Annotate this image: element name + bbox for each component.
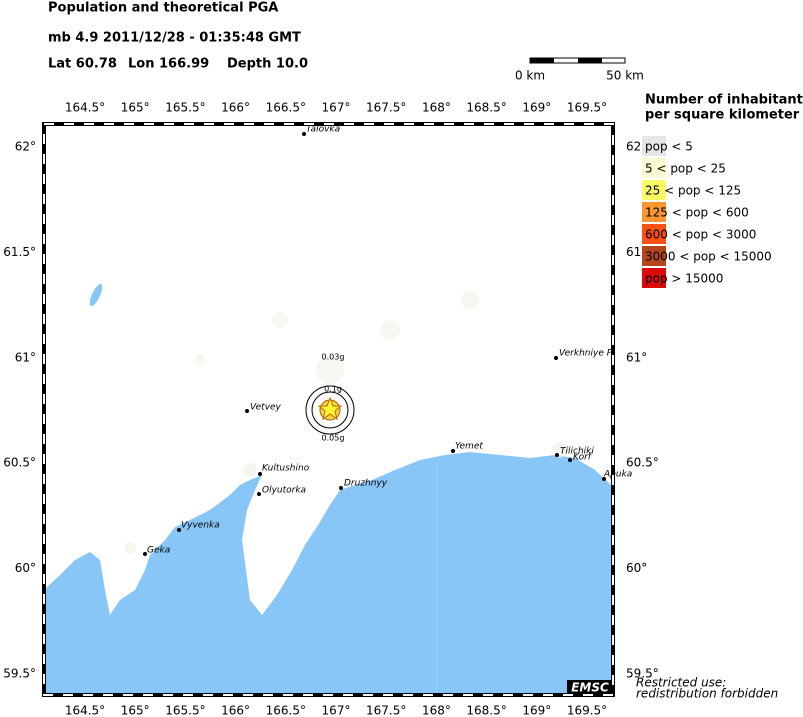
lat-label: 60.5° — [3, 456, 36, 470]
lon-label: 164.5° — [65, 101, 105, 115]
title: Population and theoretical PGA — [48, 1, 278, 16]
map-area: 0.03g 0.1g 0.05g Talovka Vetvey Kultushi… — [42, 122, 632, 697]
legend-label: pop > 15000 — [645, 272, 723, 286]
lat-label: 62° — [15, 140, 36, 154]
logo: EMSC — [571, 681, 609, 695]
lon-label: 166° — [221, 704, 250, 717]
pga-label: 0.05g — [322, 434, 345, 443]
notice: redistribution forbidden — [636, 687, 778, 701]
lon-label: 167° — [322, 101, 351, 115]
axes: 164.5° 164.5° 165° 165° 165.5° 165.5° 166° 166°… — [3, 101, 658, 717]
pga-contours — [305, 385, 355, 435]
scale-bar: 0 km 50 km — [515, 57, 644, 83]
cities — [143, 132, 606, 556]
lat-label: 62° — [626, 140, 647, 154]
city-label: Vetvey — [250, 403, 282, 413]
lon-label: 166.5° — [266, 101, 306, 115]
lon-label: 165° — [121, 704, 150, 717]
pga-label: 0.1g — [324, 385, 342, 394]
populated-specks — [124, 291, 568, 554]
lon-label: 169° — [522, 704, 551, 717]
event-info: mb 4.9 2011/12/28 - 01:35:48 GMT — [48, 31, 301, 46]
logo-box — [567, 680, 612, 694]
lat-label: 61° — [626, 350, 647, 364]
lon-label: 168.5° — [466, 704, 506, 717]
lon-label: 164.5° — [65, 704, 105, 717]
scale-end: 50 km — [606, 69, 644, 83]
legend-label: 3000 < pop < 15000 — [645, 250, 772, 264]
lat-label: 61.5° — [3, 245, 36, 259]
lat-label: 61° — [15, 350, 36, 364]
legend-title: Number of inhabitants — [645, 93, 803, 108]
lat-label: 60° — [15, 561, 36, 575]
lat: Lat 60.78 — [48, 57, 117, 72]
legend-swatch — [642, 180, 666, 200]
legend-swatch — [642, 158, 666, 178]
pga-label: 0.03g — [322, 353, 345, 362]
city-label: Kultushino — [262, 464, 310, 474]
legend-swatch — [642, 136, 666, 156]
city-label: Yemet — [455, 442, 483, 452]
legend-label: 125 < pop < 600 — [645, 206, 749, 220]
lat-label: 60.5° — [626, 456, 659, 470]
lake — [89, 283, 103, 307]
lon-label: 169.5° — [567, 704, 607, 717]
lon-label: 165° — [121, 101, 150, 115]
city-label: Vyvenka — [181, 521, 220, 531]
scale-start: 0 km — [515, 69, 545, 83]
lat-label: 59.5° — [626, 667, 659, 681]
lon-label: 168° — [422, 704, 451, 717]
city-label: Verkhniye P — [559, 349, 613, 359]
legend-swatch — [642, 268, 666, 288]
depth: Depth 10.0 — [227, 57, 308, 72]
city-label: Tilichiki — [560, 447, 594, 457]
lon-label: 167.5° — [366, 101, 406, 115]
legend-label: 600 < pop < 3000 — [645, 228, 756, 242]
city-label: Apuka — [603, 470, 632, 480]
lon-label: 166° — [221, 101, 250, 115]
legend-label: 25 < pop < 125 — [645, 184, 741, 198]
legend-swatch — [642, 202, 666, 222]
legend-label: pop < 5 — [645, 140, 693, 154]
lon-label: 168° — [422, 101, 451, 115]
legend-swatch — [642, 224, 666, 244]
lon-label: 169° — [522, 101, 551, 115]
lat-label: 59.5° — [3, 667, 36, 681]
notice: Restricted use: — [636, 676, 726, 690]
lat-label: 60° — [626, 561, 647, 575]
sea — [44, 452, 613, 695]
legend-label: 5 < pop < 25 — [645, 162, 726, 176]
city-label: Geka — [147, 546, 170, 556]
lon-label: 169.5° — [567, 101, 607, 115]
lon-label: 166.5° — [266, 704, 306, 717]
legend: Number of inhabitants per square kilomet… — [642, 93, 803, 288]
city-label: Talovka — [306, 125, 340, 135]
lon-label: 167° — [322, 704, 351, 717]
city-label: Druzhnyy — [344, 479, 388, 489]
city-label: Korf — [573, 453, 593, 463]
lon: Lon 166.99 — [128, 57, 209, 72]
lon-label: 165.5° — [165, 101, 205, 115]
legend-swatch — [642, 246, 666, 266]
lon-label: 165.5° — [165, 704, 205, 717]
lon-label: 168.5° — [466, 101, 506, 115]
city-label: Olyutorka — [262, 486, 306, 496]
legend-title: per square kilometer — [645, 108, 800, 123]
lon-label: 167.5° — [366, 704, 406, 717]
